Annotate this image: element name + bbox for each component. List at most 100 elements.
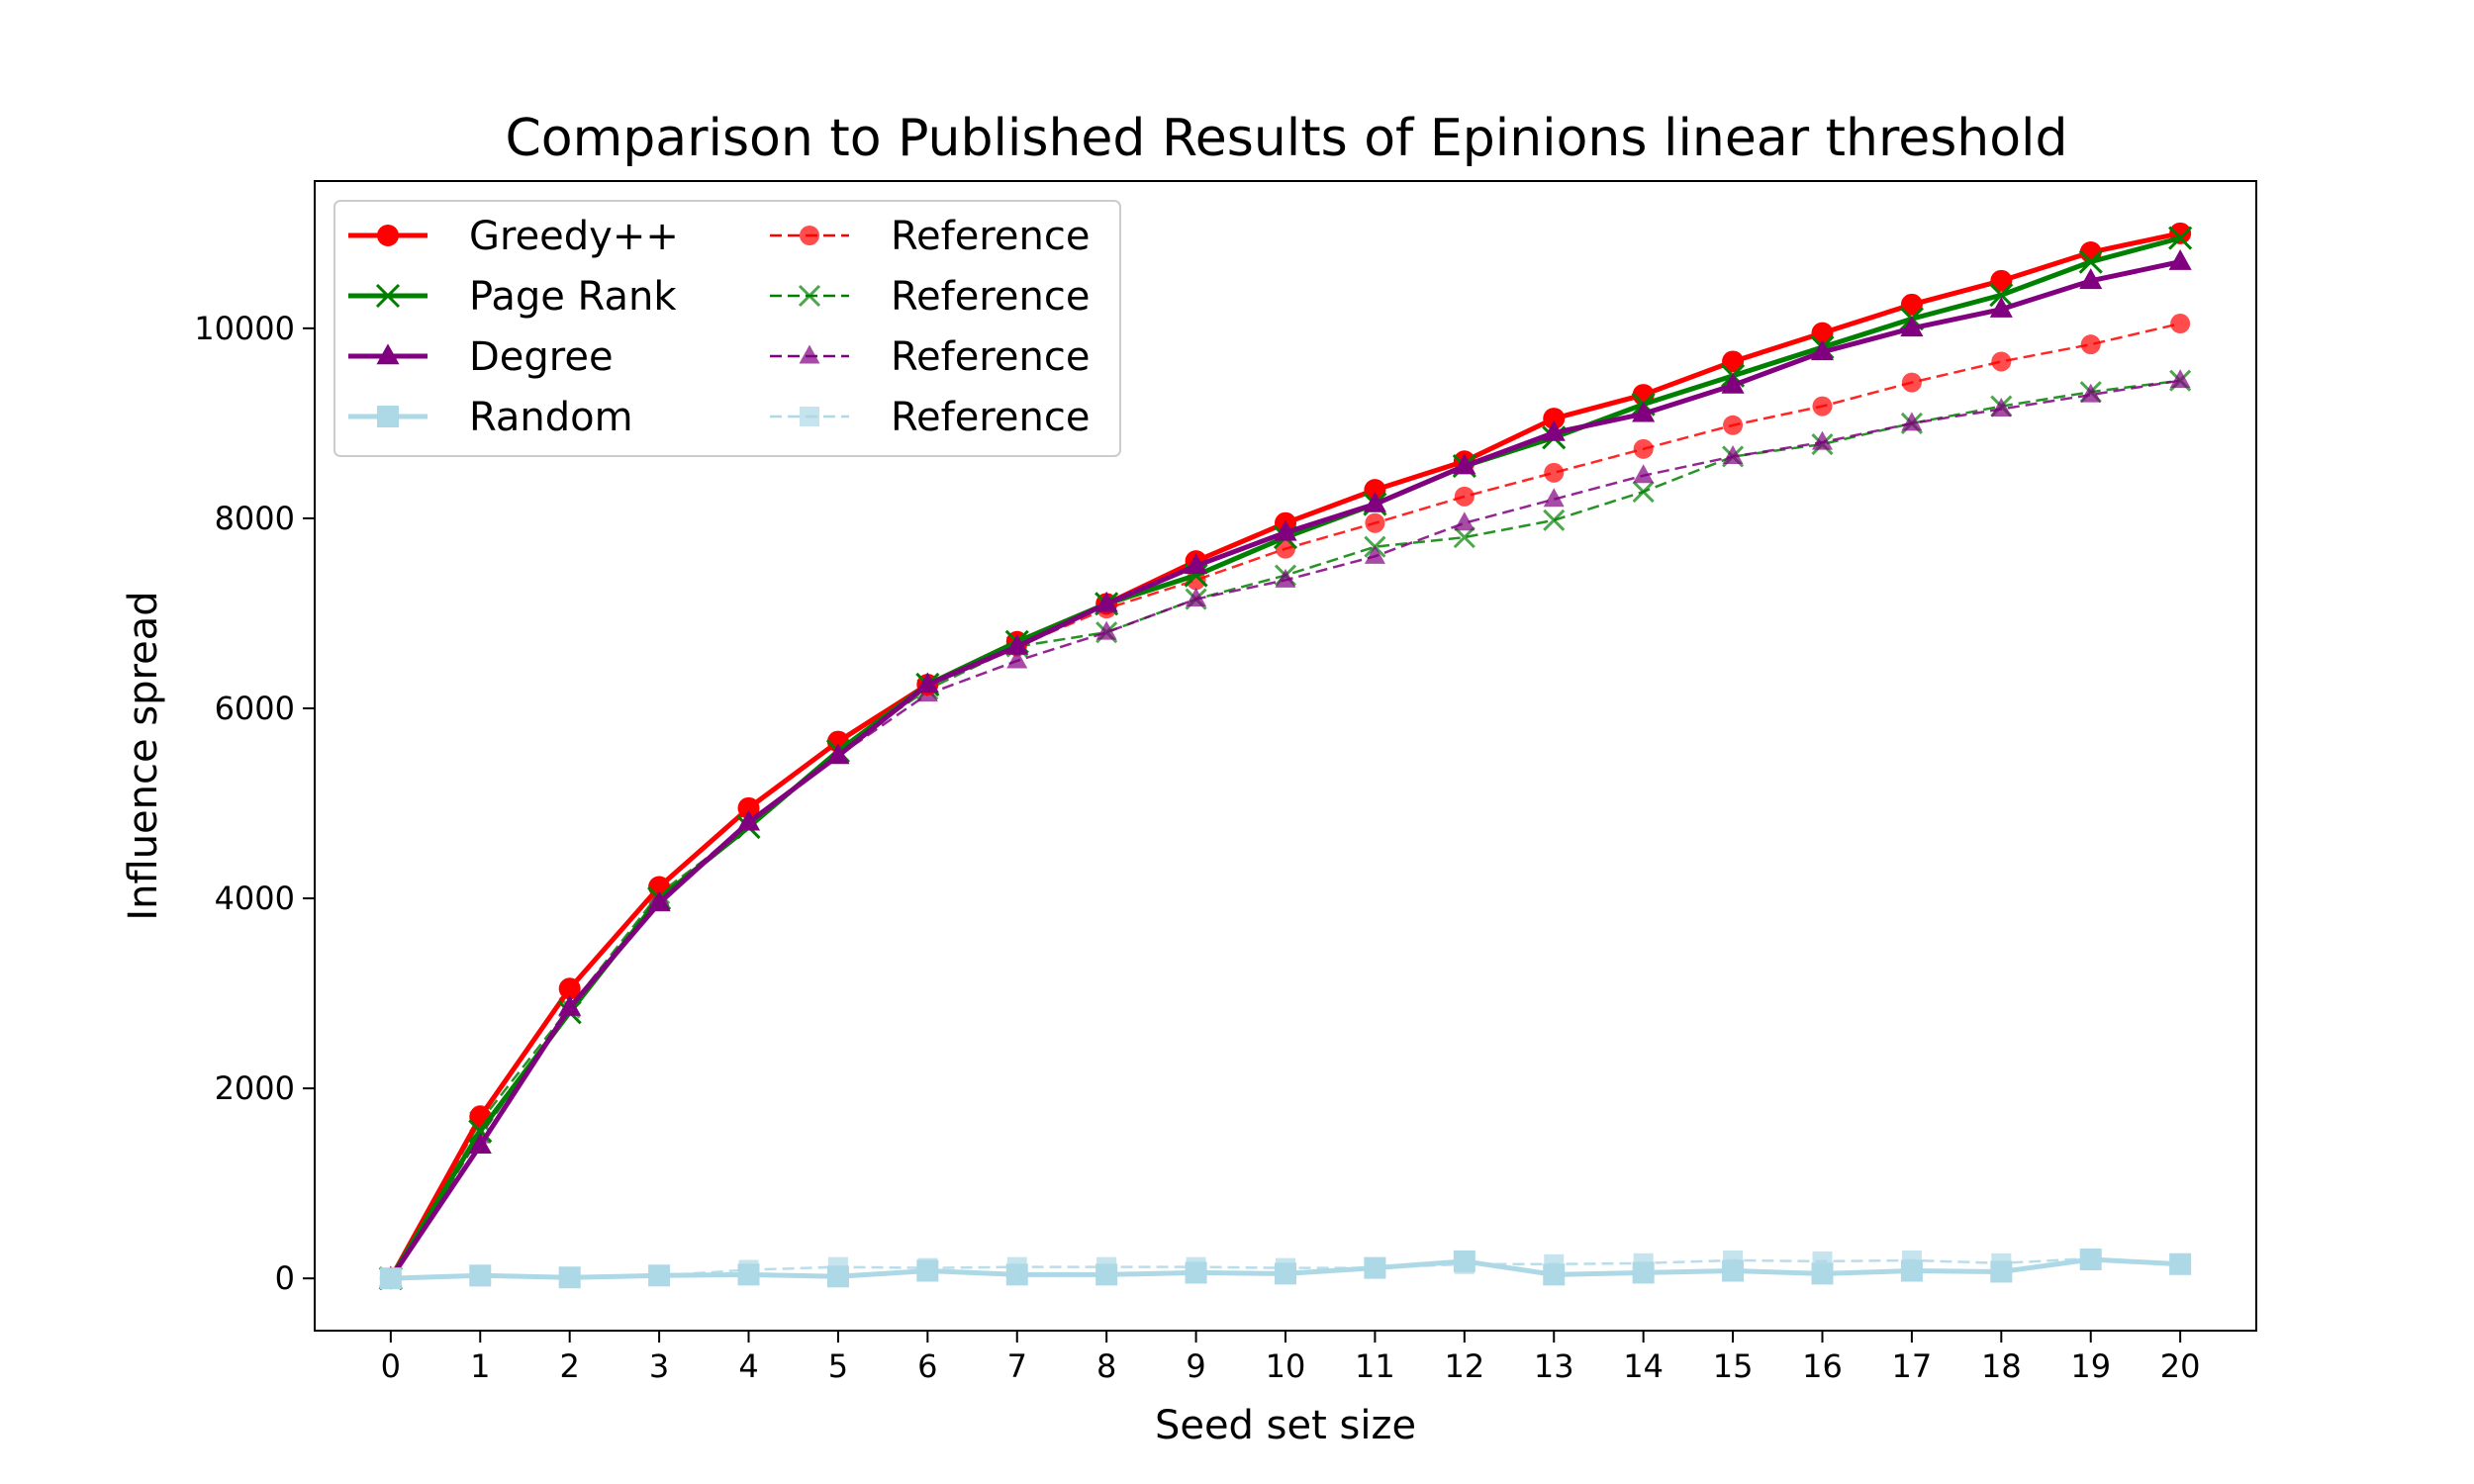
data-point (1900, 293, 1923, 316)
legend-label: Degree (469, 334, 614, 380)
data-point (1990, 1260, 2013, 1283)
data-point (1633, 438, 1654, 459)
data-point (1453, 526, 1475, 549)
x-tick-label: 0 (381, 1347, 401, 1385)
data-point (1186, 588, 1207, 607)
legend-label: Reference (891, 274, 1090, 320)
legend-item: Random (348, 395, 633, 440)
data-point (1364, 1256, 1386, 1279)
data-point (1633, 464, 1655, 484)
data-point (1722, 1259, 1745, 1282)
data-point (2168, 248, 2192, 270)
x-tick-label: 20 (2160, 1347, 2201, 1385)
x-tick-label: 15 (1713, 1347, 1754, 1385)
legend-swatch-marker (800, 407, 819, 426)
series-3 (379, 1248, 2192, 1290)
data-point (1900, 316, 1924, 337)
data-point (1722, 350, 1745, 373)
data-point (737, 1263, 760, 1286)
data-point (1275, 568, 1296, 588)
legend-label: Page Rank (469, 274, 677, 320)
legend-label: Reference (891, 395, 1090, 440)
data-point (1094, 591, 1118, 612)
x-tick-label: 2 (560, 1347, 580, 1385)
y-tick-label: 8000 (215, 500, 295, 537)
data-point (1632, 401, 1656, 422)
data-point (737, 796, 760, 819)
data-point (1989, 283, 2014, 308)
data-point (1542, 419, 1566, 441)
data-point (2168, 226, 2193, 250)
y-tick-label: 2000 (215, 1069, 295, 1107)
legend-label: Reference (891, 334, 1090, 380)
data-point (1095, 620, 1117, 640)
y-tick-label: 10000 (194, 310, 295, 347)
data-point (1811, 430, 1833, 450)
data-point (1632, 480, 1655, 504)
legend-item: Reference (770, 274, 1090, 320)
x-tick-label: 7 (1007, 1347, 1027, 1385)
data-point (2169, 1252, 2192, 1275)
x-axis: 0 1 2 3 4 5 6 7 8 9 10 11 12 13 14 15 16 17 18 19 20 (381, 1331, 2201, 1385)
data-point (2170, 314, 2191, 334)
data-point (1006, 649, 1028, 669)
x-tick-label: 4 (738, 1347, 758, 1385)
x-tick-label: 12 (1444, 1347, 1484, 1385)
data-point (1274, 519, 1297, 541)
data-point (1543, 509, 1566, 531)
data-point (1722, 444, 1744, 464)
data-point (1544, 462, 1565, 483)
legend-item: Reference (770, 334, 1090, 380)
data-point (1543, 408, 1566, 430)
x-tick-label: 10 (1266, 1347, 1306, 1385)
data-point (1723, 415, 1744, 435)
data-point (2080, 334, 2101, 355)
data-point (736, 809, 761, 831)
x-tick-label: 11 (1355, 1347, 1395, 1385)
data-point (1811, 1262, 1834, 1285)
legend-item: Page Rank (348, 274, 677, 320)
x-axis-label: Seed set size (1155, 1403, 1416, 1448)
data-point (916, 1259, 939, 1282)
legend-label: Greedy++ (469, 214, 679, 259)
data-point (1365, 512, 1385, 533)
series-layer (378, 222, 2193, 1291)
legend: Greedy++ Page Rank Degree Random Reference Re… (333, 200, 1121, 457)
data-point (1005, 1263, 1028, 1286)
data-point (1363, 491, 1386, 512)
x-tick-label: 14 (1623, 1347, 1664, 1385)
data-point (2169, 369, 2191, 389)
y-tick-label: 4000 (215, 880, 295, 917)
data-point (1990, 269, 2013, 292)
data-point (1989, 296, 2013, 318)
data-point (1364, 544, 1385, 564)
legend-swatch-marker (376, 343, 400, 365)
legend-swatch-marker (798, 284, 821, 308)
legend-item: Reference (770, 395, 1090, 440)
data-point (2079, 1248, 2102, 1270)
data-point (1275, 1262, 1296, 1285)
x-tick-label: 18 (1981, 1347, 2022, 1385)
x-tick-label: 16 (1802, 1347, 1843, 1385)
y-axis-label: Influence spread (121, 591, 166, 920)
data-point (1812, 396, 1833, 417)
data-point (826, 1265, 849, 1288)
x-tick-label: 6 (917, 1347, 937, 1385)
data-point (1185, 1261, 1207, 1284)
data-point (648, 1264, 671, 1287)
data-point (1543, 1263, 1566, 1286)
data-point (468, 1133, 492, 1154)
x-tick-label: 17 (1892, 1347, 1933, 1385)
x-tick-label: 5 (828, 1347, 848, 1385)
legend-swatch-marker (800, 226, 819, 245)
data-point (1811, 322, 1834, 344)
legend-swatch-marker (375, 283, 401, 309)
data-point (1721, 372, 1745, 394)
data-point (1185, 553, 1208, 575)
data-point (558, 1266, 581, 1289)
data-point (647, 890, 671, 912)
data-point (1095, 1263, 1118, 1286)
data-point (558, 977, 581, 1000)
x-tick-label: 9 (1186, 1347, 1205, 1385)
series-2 (379, 248, 2192, 1287)
